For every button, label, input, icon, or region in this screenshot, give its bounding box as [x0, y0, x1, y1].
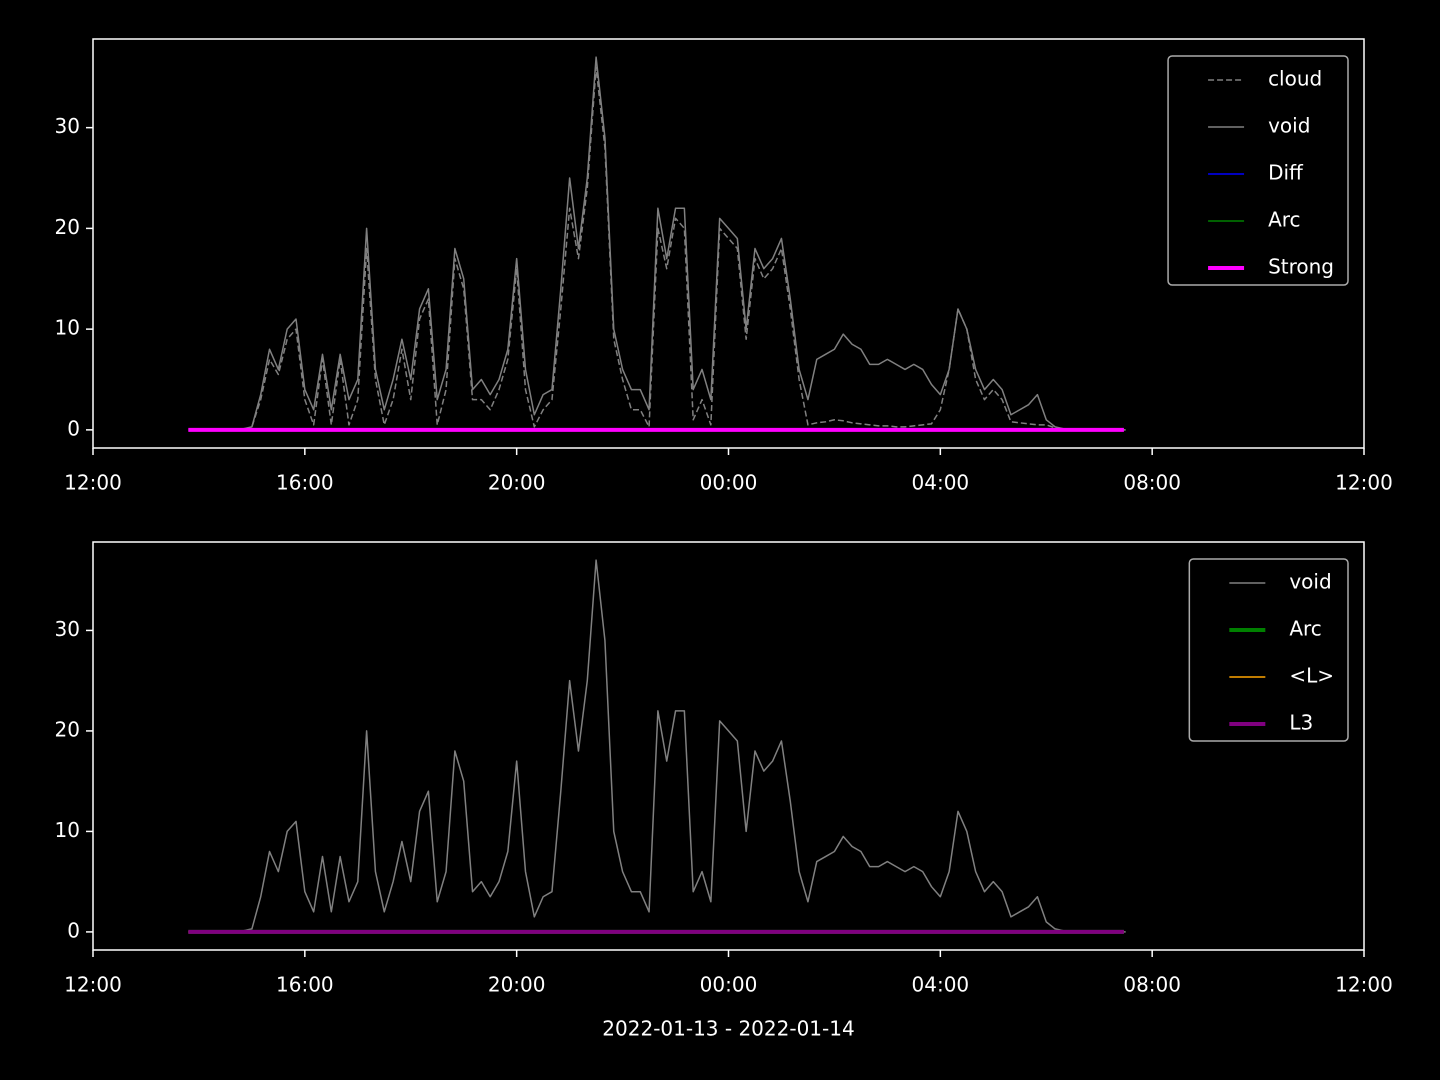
legend-label: Arc — [1289, 617, 1321, 641]
x-axis-label: 2022-01-13 - 2022-01-14 — [602, 1017, 854, 1041]
x-tick-label: 12:00 — [64, 471, 122, 495]
y-tick-label: 0 — [67, 416, 80, 440]
legend-label: cloud — [1268, 67, 1322, 91]
legend-label: Strong — [1268, 255, 1334, 279]
legend-box — [1188, 558, 1349, 742]
legend-label: void — [1268, 114, 1310, 138]
legend-label: <L> — [1289, 664, 1334, 688]
line-0 — [190, 559, 1126, 933]
x-tick-label: 08:00 — [1123, 471, 1181, 495]
x-tick-label: 12:00 — [1335, 471, 1393, 495]
y-tick-label: 20 — [55, 215, 80, 239]
line-0 — [190, 66, 1126, 431]
line-1 — [190, 56, 1126, 431]
x-tick-label: 04:00 — [912, 973, 970, 997]
y-tick-label: 10 — [55, 818, 80, 842]
y-tick-label: 0 — [67, 918, 80, 942]
x-tick-label: 00:00 — [700, 973, 758, 997]
axes-frame — [92, 38, 1365, 449]
x-tick-label: 20:00 — [488, 471, 546, 495]
legend: void Arc <L> L3 — [1188, 558, 1349, 742]
x-tick-label: 20:00 — [488, 973, 546, 997]
x-tick-label: 12:00 — [64, 973, 122, 997]
legend-label: Arc — [1268, 208, 1300, 232]
legend: cloud void Diff Arc Strong — [1167, 55, 1349, 286]
legend-box — [1167, 55, 1349, 286]
x-tick-label: 04:00 — [912, 471, 970, 495]
y-tick-label: 10 — [55, 316, 80, 340]
y-tick-label: 30 — [55, 617, 80, 641]
legend-label: Diff — [1268, 161, 1304, 185]
x-tick-label: 16:00 — [276, 471, 334, 495]
y-tick-label: 30 — [55, 114, 80, 138]
legend-label: void — [1289, 570, 1331, 594]
x-tick-label: 08:00 — [1123, 973, 1181, 997]
x-tick-label: 16:00 — [276, 973, 334, 997]
x-tick-label: 12:00 — [1335, 973, 1393, 997]
x-tick-label: 00:00 — [700, 471, 758, 495]
legend-label: L3 — [1289, 711, 1313, 735]
y-tick-label: 20 — [55, 717, 80, 741]
axes-frame — [92, 541, 1365, 951]
